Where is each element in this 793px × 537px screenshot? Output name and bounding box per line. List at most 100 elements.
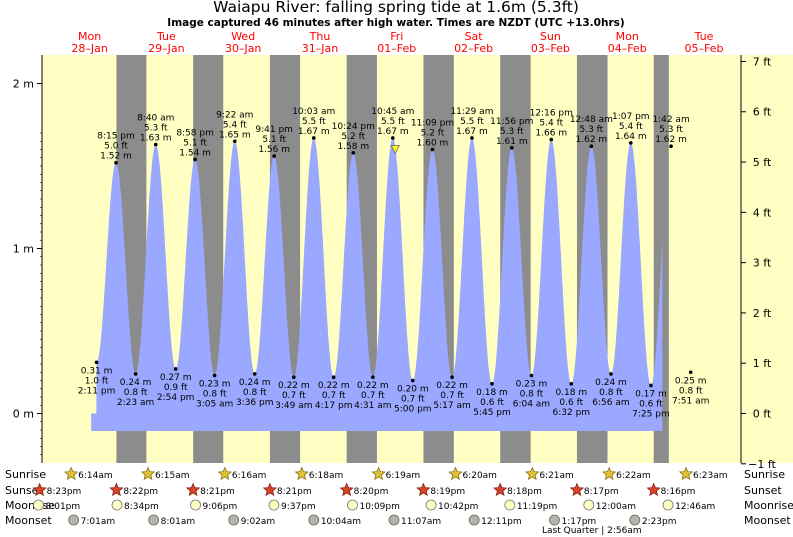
moonset-icon bbox=[388, 514, 400, 526]
tide-point bbox=[94, 360, 99, 365]
right-tick-label: 7 ft bbox=[753, 55, 772, 68]
day-date: 29–Jan bbox=[148, 42, 184, 55]
legend-right-label: Moonrise bbox=[744, 499, 793, 512]
tide-point bbox=[411, 378, 415, 383]
left-tick-label: 0 m bbox=[13, 408, 34, 421]
sunrise-time: 6:21am bbox=[539, 471, 574, 481]
day-name: Sat bbox=[465, 30, 484, 43]
day-date: 01–Feb bbox=[377, 42, 416, 55]
low-tide-time: 4:17 pm bbox=[315, 401, 353, 411]
high-tide-ft: 5.0 ft bbox=[104, 142, 128, 152]
sunset-icon bbox=[493, 482, 508, 497]
low-tide-ft: 0.7 ft bbox=[322, 391, 346, 401]
right-tick-label: 3 ft bbox=[753, 257, 772, 270]
tide-point bbox=[470, 136, 474, 140]
sunset-time: 8:16pm bbox=[661, 487, 696, 497]
low-tide-m: 0.22 m bbox=[357, 381, 389, 391]
tide-point bbox=[450, 375, 454, 380]
high-tide-time: 10:03 am bbox=[292, 107, 335, 117]
high-tide-ft: 5.3 ft bbox=[580, 125, 604, 135]
low-tide-time: 6:56 am bbox=[592, 398, 629, 408]
high-tide-m: 1.61 m bbox=[496, 137, 528, 147]
moonset-icon bbox=[228, 514, 240, 526]
right-tick-label: 5 ft bbox=[753, 156, 772, 169]
low-tide-time: 2:54 pm bbox=[157, 393, 195, 403]
day-date: 02–Feb bbox=[454, 42, 493, 55]
tide-point bbox=[292, 375, 296, 380]
day-name: Mon bbox=[616, 30, 639, 43]
low-tide-m: 0.20 m bbox=[397, 385, 429, 395]
moonset-icon bbox=[68, 514, 80, 526]
low-tide-m: 0.22 m bbox=[278, 381, 310, 391]
sunrise-icon bbox=[525, 466, 540, 481]
high-tide-m: 1.67 m bbox=[298, 127, 330, 137]
low-tide-ft: 0.8 ft bbox=[599, 388, 623, 398]
low-tide-ft: 0.8 ft bbox=[124, 388, 148, 398]
sunset-icon bbox=[185, 482, 201, 497]
moonrise-icon bbox=[111, 499, 123, 511]
sunrise-icon bbox=[448, 466, 463, 481]
high-tide-time: 9:22 am bbox=[216, 110, 253, 120]
chart-subtitle: Image captured 46 minutes after high wat… bbox=[167, 17, 624, 29]
moonrise-time: 8:34pm bbox=[124, 502, 159, 512]
low-tide-m: 0.25 m bbox=[675, 376, 707, 386]
sunrise-time: 6:22am bbox=[616, 471, 651, 481]
tide-point bbox=[212, 373, 217, 378]
right-tick-label: 2 ft bbox=[753, 307, 772, 320]
sunset-icon bbox=[32, 482, 47, 497]
low-tide-time: 2:11 pm bbox=[78, 386, 116, 396]
low-tide-time: 7:25 pm bbox=[632, 409, 670, 419]
right-tick-label: 1 ft bbox=[753, 357, 772, 370]
sunset-time: 8:21pm bbox=[277, 487, 312, 497]
sunrise-time: 6:19am bbox=[386, 471, 421, 481]
high-tide-time: 8:58 pm bbox=[176, 128, 214, 138]
sunrise-time: 6:16am bbox=[232, 471, 267, 481]
chart-title: Waiapu River: falling spring tide at 1.6… bbox=[213, 0, 579, 16]
high-tide-time: 12:16 pm bbox=[530, 109, 573, 119]
tide-point bbox=[391, 136, 395, 140]
moonrise-icon bbox=[268, 499, 280, 511]
moonrise-time: 11:19pm bbox=[517, 502, 557, 512]
sunrise-icon bbox=[64, 466, 79, 481]
tide-point bbox=[669, 144, 673, 148]
high-tide-ft: 5.5 ft bbox=[460, 117, 484, 127]
legend-left-label: Moonset bbox=[5, 514, 52, 527]
high-tide-m: 1.56 m bbox=[258, 145, 290, 155]
low-tide-m: 0.22 m bbox=[318, 381, 350, 391]
moonrise-time: 10:42pm bbox=[438, 502, 478, 512]
tide-point bbox=[252, 372, 257, 376]
moonset-icon bbox=[468, 514, 480, 526]
tide-point bbox=[649, 383, 653, 388]
moonrise-icon bbox=[33, 499, 44, 511]
moonrise-icon bbox=[662, 499, 674, 511]
sunset-time: 8:17pm bbox=[584, 487, 619, 497]
high-tide-m: 1.67 m bbox=[456, 127, 488, 137]
sunset-icon bbox=[339, 482, 354, 497]
legend-right-label: Moonset bbox=[744, 514, 791, 527]
moonset-time: 2:23pm bbox=[642, 517, 677, 527]
tide-point bbox=[569, 382, 574, 386]
low-tide-time: 4:31 am bbox=[354, 401, 391, 411]
sunrise-time: 6:15am bbox=[155, 471, 190, 481]
low-tide-ft: 0.6 ft bbox=[559, 398, 583, 408]
high-tide-m: 1.58 m bbox=[337, 142, 369, 152]
high-tide-time: 10:24 pm bbox=[332, 122, 375, 132]
tide-point bbox=[628, 141, 633, 145]
low-tide-ft: 0.7 ft bbox=[282, 391, 306, 401]
sunset-time: 8:23pm bbox=[47, 487, 82, 497]
sunset-icon bbox=[646, 482, 661, 497]
tide-point bbox=[529, 373, 534, 378]
tide-point bbox=[133, 372, 138, 376]
day-date: 05–Feb bbox=[685, 42, 724, 55]
moonrise-time: 8:01pm bbox=[45, 502, 80, 512]
day-name: Mon bbox=[78, 30, 101, 43]
tide-curve bbox=[91, 138, 663, 431]
sunrise-icon bbox=[371, 466, 386, 481]
high-tide-time: 8:40 am bbox=[137, 114, 174, 124]
tide-point bbox=[153, 142, 158, 147]
tide-point bbox=[173, 367, 178, 371]
day-date: 04–Feb bbox=[608, 42, 647, 55]
left-tick-label: 1 m bbox=[13, 243, 34, 256]
legend-left-label: Sunset bbox=[5, 484, 43, 497]
